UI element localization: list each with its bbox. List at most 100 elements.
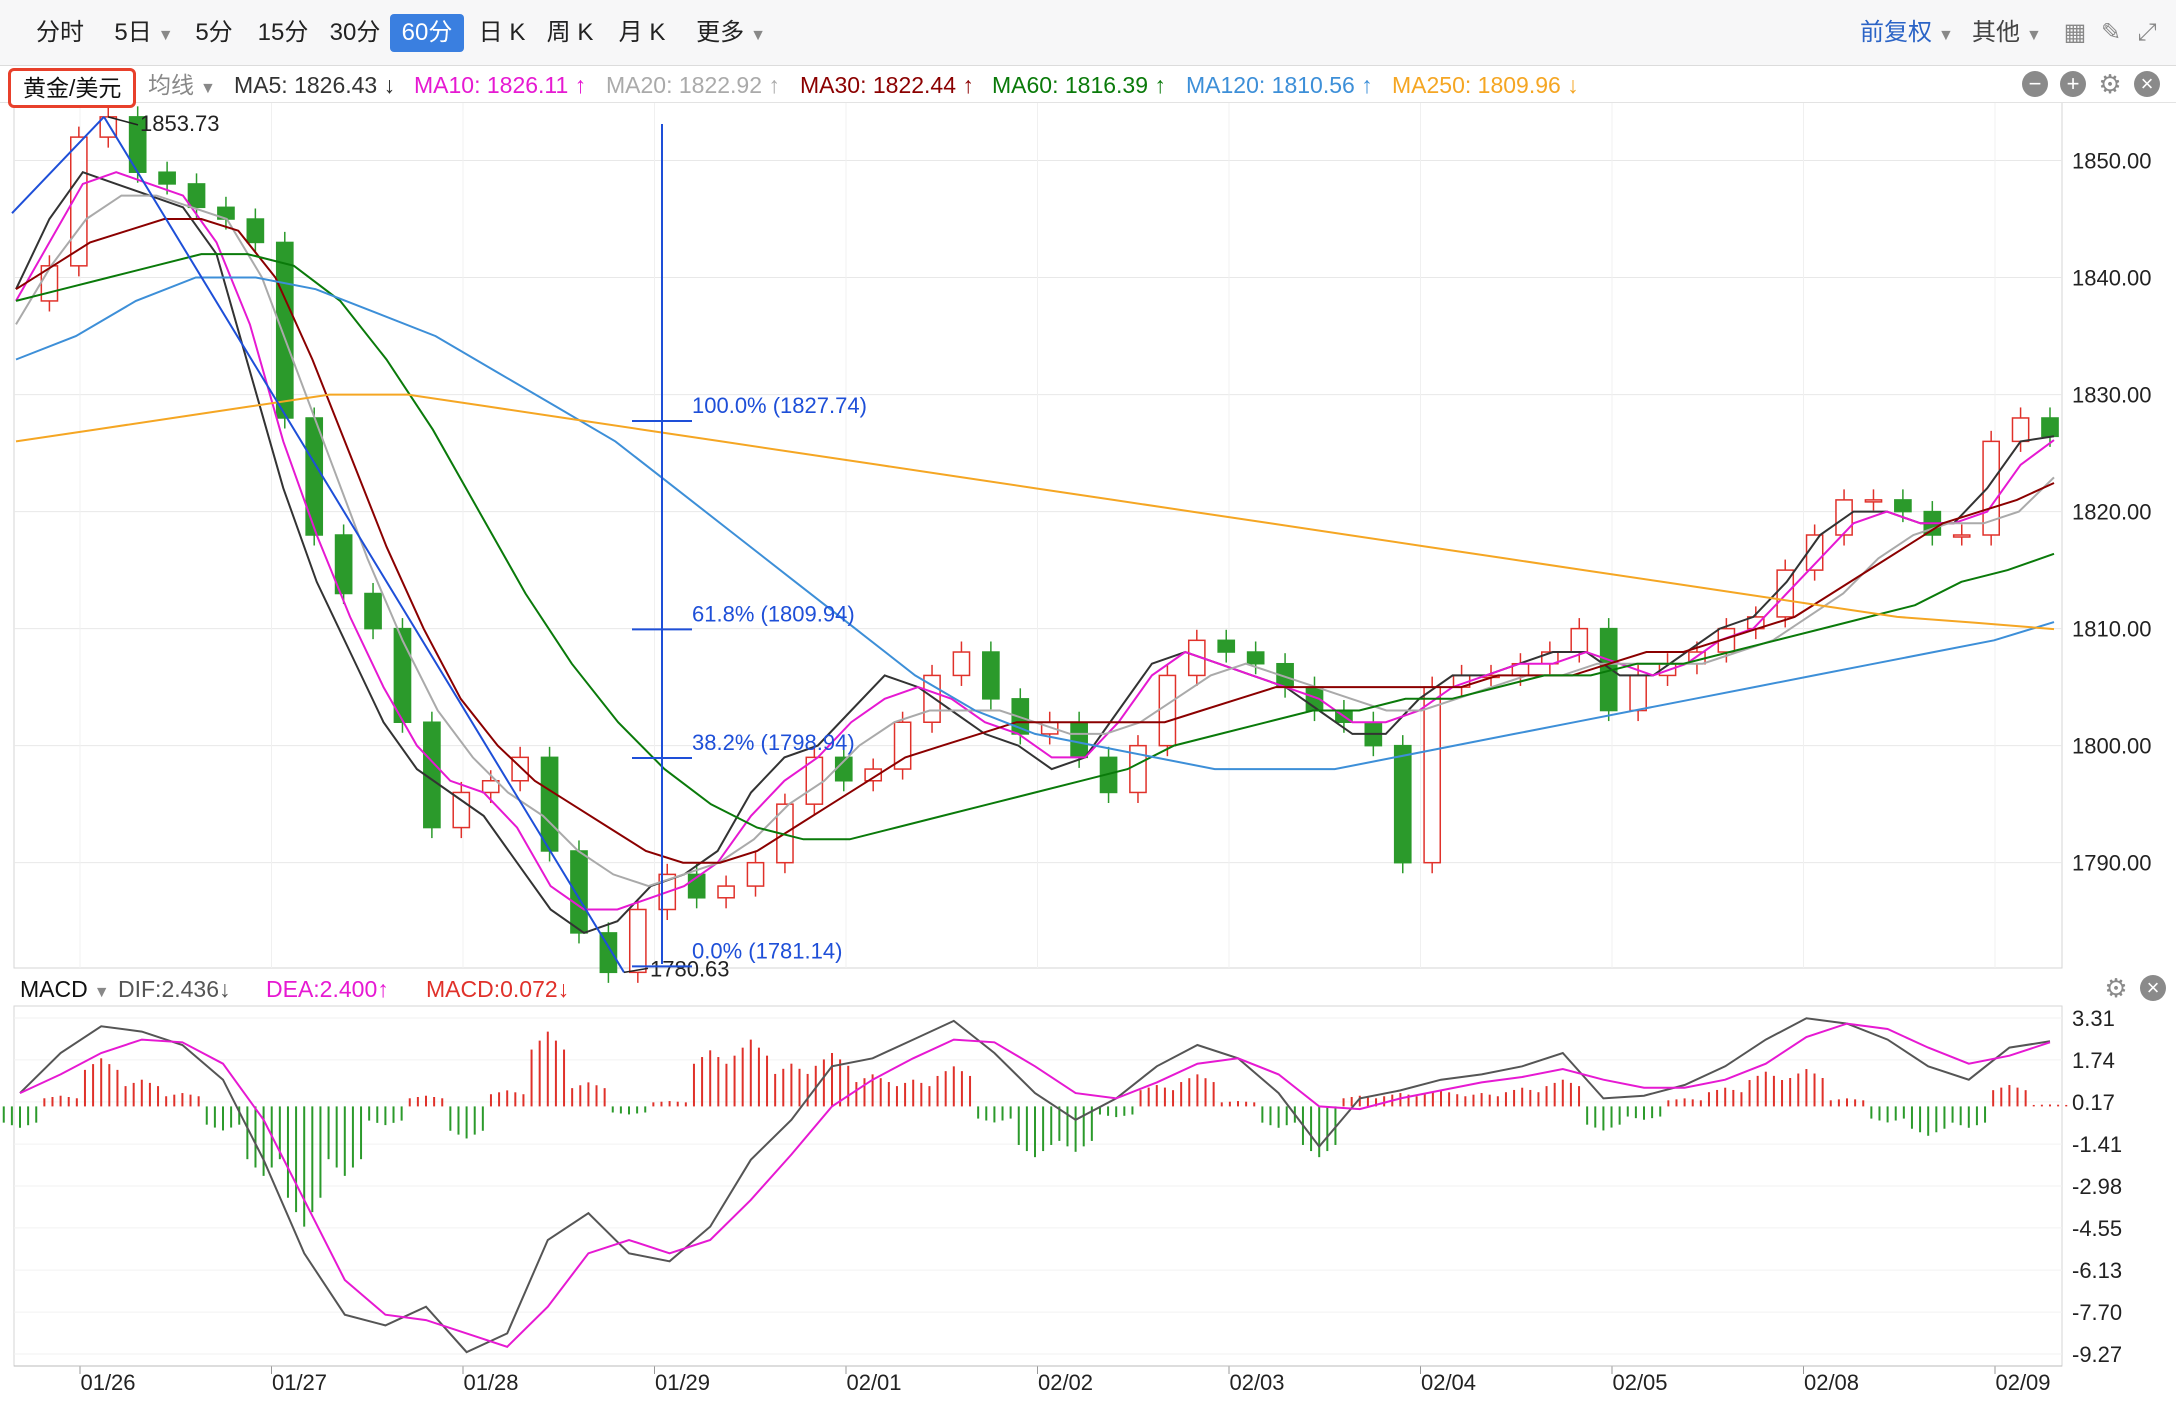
period-tab-week[interactable]: 周 K: [546, 19, 594, 46]
macd-axis-label: -4.55: [2072, 1216, 2122, 1241]
ma-line-ma30: [15, 218, 2055, 864]
macd-selector[interactable]: MACD ▼: [20, 974, 110, 1008]
period-tab-5min[interactable]: 5分: [195, 19, 233, 46]
period-tab-5day-label: 5日: [114, 19, 152, 46]
period-tab-15min[interactable]: 15分: [257, 19, 309, 46]
chevron-down-icon: ▼: [750, 27, 766, 44]
time-axis-label: 02/04: [1421, 1370, 1476, 1395]
macd-axis-label: -7.70: [2072, 1300, 2122, 1325]
ma-line-ma120: [15, 276, 2055, 771]
add-indicator-icon[interactable]: +: [2060, 71, 2086, 97]
price-axis-label: 1850.00: [2072, 149, 2152, 174]
period-tab-timeshare[interactable]: 分时: [36, 19, 84, 46]
period-tab-30min[interactable]: 30分: [329, 19, 381, 46]
chevron-down-icon: ▼: [93, 984, 110, 1001]
candle-body: [2041, 417, 2059, 438]
price-axis-label: 1790.00: [2072, 851, 2152, 876]
time-axis-label: 02/09: [1995, 1370, 2050, 1395]
trend-line: [11, 116, 105, 214]
candle-body: [952, 651, 971, 677]
ma-type-dropdown[interactable]: 均线 ▼: [148, 70, 216, 104]
ma120-value: MA120: 1810.56 ↑: [1186, 72, 1373, 98]
candle-body: [2011, 417, 2030, 443]
candle-body: [982, 651, 1000, 700]
candle-body: [275, 241, 294, 419]
time-axis-label: 01/28: [463, 1370, 518, 1395]
macd-axis-label: 1.74: [2072, 1048, 2115, 1073]
macd-value: MACD:0.072↓: [426, 976, 570, 1002]
candle-body: [1570, 627, 1589, 653]
minimize-icon[interactable]: −: [2022, 71, 2048, 97]
close-icon[interactable]: ×: [2140, 975, 2166, 1001]
ma250-value: MA250: 1809.96 ↓: [1392, 72, 1579, 98]
macd-axis-label: 0.17: [2072, 1090, 2115, 1115]
close-icon[interactable]: ×: [2134, 71, 2160, 97]
candle-body: [1423, 686, 1442, 864]
candle-body: [570, 850, 588, 934]
candle-body: [187, 183, 206, 209]
ma-line-ma10: [15, 171, 2055, 911]
macd-axis-label: -6.13: [2072, 1258, 2122, 1283]
time-axis-label: 01/27: [272, 1370, 327, 1395]
candle-body: [540, 756, 559, 852]
macd-axis-label: 3.31: [2072, 1006, 2115, 1031]
ma-line-ma250: [15, 393, 2055, 631]
candle-body: [1864, 499, 1883, 503]
period-tab-month[interactable]: 月 K: [618, 19, 666, 46]
candle-body: [1393, 744, 1412, 864]
low-pointer: [623, 967, 649, 974]
symbol-selector[interactable]: 黄金/美元: [8, 68, 137, 108]
ma5-value: MA5: 1826.43 ↓: [234, 72, 396, 98]
chevron-down-icon: ▼: [2026, 27, 2042, 44]
draw-pencil-icon[interactable]: ✎: [2100, 19, 2122, 46]
trend-line: [103, 116, 625, 973]
macd-dif-line: [19, 1017, 2051, 1354]
candle-body: [717, 885, 735, 899]
more-periods-dropdown[interactable]: 更多 ▼: [684, 14, 778, 52]
other-label: 其他: [1972, 19, 2020, 46]
fib-level-label: 100.0% (1827.74): [692, 393, 867, 418]
period-tab-60min[interactable]: 60分: [390, 14, 464, 52]
gear-icon[interactable]: ⚙: [2104, 973, 2128, 1003]
candle-body: [364, 592, 382, 630]
time-axis-label: 01/26: [80, 1370, 135, 1395]
candle-body: [1629, 674, 1647, 712]
fib-level-label: 61.8% (1809.94): [692, 601, 855, 626]
dea-value: DEA:2.400↑: [266, 976, 389, 1002]
candle-body: [805, 756, 824, 805]
more-periods-label: 更多: [696, 19, 745, 46]
candle-body: [1246, 651, 1265, 665]
candle-body: [305, 417, 324, 536]
time-axis-label: 01/29: [655, 1370, 710, 1395]
adjust-dropdown[interactable]: 前复权 ▼: [1860, 14, 1954, 52]
ma-type-label: 均线: [148, 72, 194, 98]
macd-legend: MACD ▼ DIF:2.436↓ DEA:2.400↑ MACD:0.072↓ …: [0, 972, 2176, 1006]
moving-average-legend: 黄金/美元 均线 ▼ MA5: 1826.43 ↓ MA10: 1826.11 ↑…: [0, 66, 2176, 108]
ma-line-ma5: [15, 171, 2055, 935]
macd-axis-label: -2.98: [2072, 1174, 2122, 1199]
price-axis-label: 1820.00: [2072, 500, 2152, 525]
period-tab-5day[interactable]: 5日 ▼: [100, 14, 188, 52]
candle-body: [334, 534, 353, 595]
fib-level-label: 38.2% (1798.94): [692, 730, 855, 755]
price-axis-label: 1840.00: [2072, 266, 2152, 291]
grid-layout-icon[interactable]: ▦: [2063, 19, 2087, 46]
period-tab-day[interactable]: 日 K: [478, 19, 526, 46]
period-toolbar: 分时 5日 ▼ 5分 15分 30分 60分 日 K 周 K 月 K 更多 ▼ 前复…: [0, 0, 2176, 66]
high-pointer: [107, 116, 139, 126]
time-axis-label: 02/03: [1229, 1370, 1284, 1395]
adjust-label: 前复权: [1860, 19, 1932, 46]
candle-body: [1217, 639, 1236, 653]
ma60-value: MA60: 1816.39 ↑: [992, 72, 1166, 98]
ma-line-ma60: [15, 253, 2055, 841]
gear-icon[interactable]: ⚙: [2098, 69, 2122, 99]
macd-axis-label: -1.41: [2072, 1132, 2122, 1157]
other-dropdown[interactable]: 其他 ▼: [1972, 14, 2042, 52]
candle-body: [393, 627, 412, 723]
macd-axis-label: -9.27: [2072, 1342, 2122, 1367]
fullscreen-icon[interactable]: ⤢: [2137, 19, 2157, 46]
time-axis-label: 02/02: [1038, 1370, 1093, 1395]
candle-body: [158, 171, 176, 185]
